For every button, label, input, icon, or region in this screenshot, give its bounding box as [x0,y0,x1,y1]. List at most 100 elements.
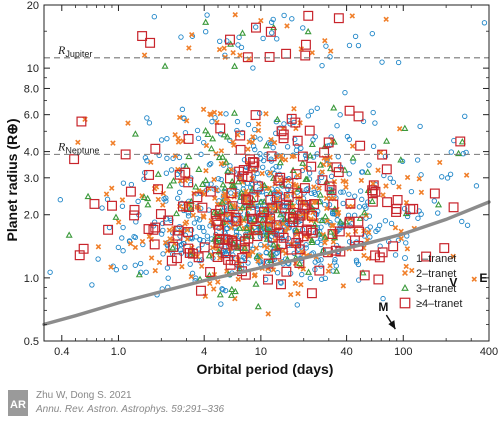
svg-text:AR: AR [10,399,26,411]
data-point [253,245,260,251]
data-point [377,247,388,258]
data-point [260,35,266,42]
data-point [260,157,267,164]
data-point [373,274,384,285]
data-point [228,225,235,231]
data-point [306,288,317,299]
data-point [450,253,456,260]
data-point [224,225,230,231]
data-point [417,123,423,130]
data-point [370,143,377,150]
data-point [331,233,339,241]
data-point [278,280,284,286]
data-point [392,195,403,205]
data-point [120,248,126,254]
data-point [356,204,363,210]
data-point [276,239,287,250]
data-point [434,200,443,208]
data-point [231,142,237,148]
data-point [228,166,235,173]
data-point [277,176,283,183]
data-point [161,62,169,69]
data-point [404,246,411,252]
data-point [269,30,275,36]
data-point [324,181,335,192]
data-point [458,138,466,145]
data-point [236,264,244,272]
data-point [312,134,318,140]
data-point [319,62,325,69]
data-point [344,133,351,140]
data-point [312,191,319,197]
data-point [289,16,295,22]
data-point [112,213,120,220]
data-point [335,153,341,160]
data-point [271,220,282,231]
data-point [156,152,162,159]
data-point [276,126,287,137]
data-point [238,203,246,211]
data-point [299,159,307,166]
data-point [193,234,199,240]
data-point [380,192,386,198]
data-point [365,229,372,236]
data-point [328,199,339,210]
data-point [281,12,287,19]
data-point [264,52,275,62]
data-point [225,34,235,45]
data-point [307,275,314,281]
data-point [224,173,235,184]
data-point [152,267,159,274]
data-point [358,177,365,184]
data-point [129,204,140,215]
data-point [284,193,291,199]
legend-entry: 2–tranet [402,268,456,280]
data-point [119,203,126,209]
data-point [284,144,291,150]
data-point [198,180,207,187]
data-point [429,188,440,199]
data-point [177,247,184,253]
data-point [294,143,300,149]
data-point [160,202,166,208]
data-point [236,224,244,231]
data-point [223,133,231,140]
y-tick-label: 10 [27,63,39,75]
data-point [137,31,148,42]
data-point [375,226,381,233]
data-point [305,113,311,119]
data-point [207,144,215,152]
data-point [327,229,338,240]
data-point [234,244,242,251]
data-point [237,52,243,58]
data-point [103,224,114,235]
data-point [255,121,262,127]
data-point [202,126,210,134]
data-point [265,26,276,37]
planet-label-E: E [479,271,487,285]
data-point [311,184,317,190]
data-point [295,290,301,297]
data-point [232,11,238,18]
data-point [153,184,164,195]
data-point [255,258,261,264]
data-point [277,211,285,218]
data-point [108,264,114,270]
planet-label-V: V [449,276,457,290]
data-point [187,261,193,267]
data-point [274,36,280,42]
data-point [246,139,252,145]
annotations: M V E [378,271,487,330]
data-point [155,196,162,203]
data-point [169,244,177,251]
plot-frame [43,4,490,342]
data-point [330,239,337,245]
planet-label-M: M [378,300,388,314]
data-point [367,224,373,230]
data-point [75,139,81,146]
data-point [316,185,322,191]
data-point [352,193,358,199]
data-point [125,186,136,197]
data-point [154,170,162,177]
data-point [264,185,270,192]
